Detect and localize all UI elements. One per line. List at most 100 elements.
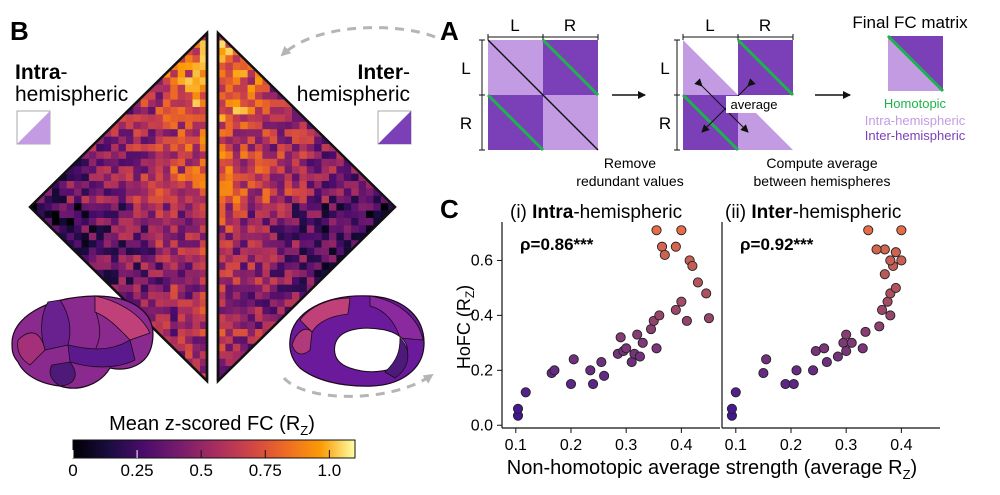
heatmap-cell [329, 240, 337, 248]
heatmap-cell [218, 188, 226, 197]
heatmap-cell [30, 47, 38, 56]
heatmap-cell [177, 158, 186, 167]
heatmap-cell [155, 292, 163, 300]
heatmap-cell [380, 277, 389, 285]
heatmap-cell [162, 314, 171, 322]
heatmap-cell [184, 121, 193, 130]
heatmap-cell [199, 114, 207, 123]
heatmap-cell [284, 158, 293, 167]
heatmap-cell [284, 284, 293, 293]
heatmap-cell [81, 188, 89, 197]
heatmap-cell [66, 55, 75, 63]
heatmap-cell [388, 292, 395, 300]
heatmap-cell [284, 269, 293, 278]
heatmap-cell [225, 77, 234, 86]
heatmap-cell [59, 277, 67, 285]
heatmap-cell [306, 181, 315, 189]
heatmap-cell [133, 240, 141, 248]
heatmap-cell [96, 55, 104, 63]
heatmap-cell [125, 269, 134, 278]
heatmap-cell [125, 181, 134, 189]
heatmap-cell [314, 144, 322, 152]
heatmap-cell [125, 255, 134, 263]
heatmap-cell [240, 136, 248, 145]
heatmap-cell [299, 144, 308, 152]
heatmap-cell [240, 232, 248, 241]
heatmap-cell [232, 114, 241, 123]
step2-caption-line1: Compute average [766, 155, 878, 171]
heatmap-cell [232, 70, 241, 78]
heatmap-cell [247, 47, 256, 56]
heatmap-cell [118, 158, 126, 167]
heatmap-cell [232, 136, 241, 145]
heatmap-cell [118, 121, 126, 130]
heatmap-cell [240, 255, 248, 263]
heatmap-cell [177, 284, 186, 293]
heatmap-cell [30, 225, 38, 234]
heatmap-cell [177, 77, 186, 86]
heatmap-cell [218, 84, 226, 93]
heatmap-cell [240, 203, 248, 211]
heatmap-cell [177, 277, 186, 285]
heatmap-cell [73, 203, 82, 211]
heatmap-cell [269, 262, 278, 271]
heatmap-cell [388, 47, 395, 56]
heatmap-cell [321, 173, 330, 182]
heatmap-cell [170, 299, 178, 308]
heatmap-cell [255, 366, 263, 374]
heatmap-cell [103, 33, 112, 41]
heatmap-cell [81, 70, 89, 78]
heatmap-cell [140, 144, 149, 152]
heatmap-cell [343, 129, 352, 137]
heatmap-cell [184, 62, 193, 71]
heatmap-cell [118, 195, 126, 204]
heatmap-cell [218, 358, 226, 367]
heatmap-cell [225, 218, 234, 226]
heatmap-cell [255, 47, 263, 56]
heatmap-cell [192, 203, 200, 211]
heatmap-cell [321, 151, 330, 160]
heatmap-cell [110, 136, 119, 145]
heatmap-cell [225, 240, 234, 248]
heatmap-cell [269, 232, 278, 241]
heatmap-cell [118, 188, 126, 197]
heatmap-cell [147, 40, 156, 49]
heatmap-cell [366, 240, 374, 248]
heatmap-cell [162, 210, 171, 219]
heatmap-cell [262, 114, 271, 123]
heatmap-cell [240, 129, 248, 137]
heatmap-cell [321, 218, 330, 226]
heatmap-cell [147, 188, 156, 197]
heatmap-cell [277, 114, 285, 123]
heatmap-cell [192, 195, 200, 204]
heatmap-cell [51, 121, 60, 130]
heatmap-cell [199, 99, 207, 108]
heatmap-cell [247, 373, 256, 381]
heatmap-cell [314, 269, 322, 278]
heatmap-cell [147, 269, 156, 278]
heatmap-cell [177, 210, 186, 219]
heatmap-cell [321, 55, 330, 63]
heatmap-cell [30, 232, 38, 241]
heatmap-cell [306, 380, 315, 381]
heatmap-cell [225, 314, 234, 322]
heatmap-cell [336, 129, 345, 137]
heatmap-cell [118, 166, 126, 174]
heatmap-cell [329, 121, 337, 130]
heatmap-cell [255, 269, 263, 278]
heatmap-cell [343, 262, 352, 271]
heatmap-cell [177, 292, 186, 300]
heatmap-cell [336, 218, 345, 226]
heatmap-cell [240, 306, 248, 315]
heatmap-cell [66, 210, 75, 219]
heatmap-cell [177, 129, 186, 137]
heatmap-cell [299, 255, 308, 263]
heatmap-cell [147, 284, 156, 293]
heatmap-cell [269, 188, 278, 197]
heatmap-cell [199, 277, 207, 285]
heatmap-cell [380, 255, 389, 263]
heatmap-cell [255, 380, 263, 381]
heatmap-cell [177, 306, 186, 315]
heatmap-cell [73, 232, 82, 241]
heatmap-cell [125, 232, 134, 241]
